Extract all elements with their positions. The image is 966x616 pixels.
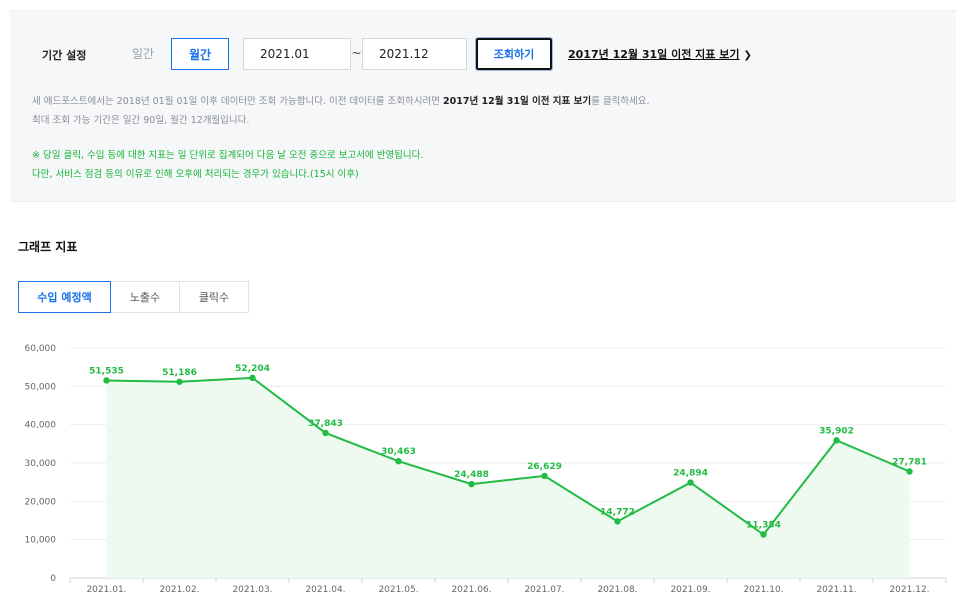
data-point[interactable] <box>906 468 913 475</box>
search-button[interactable]: 조회하기 <box>475 37 553 71</box>
start-date-input[interactable] <box>243 38 351 70</box>
end-date-input[interactable] <box>362 38 467 70</box>
data-label: 26,629 <box>527 462 562 472</box>
period-row: 기간 설정 일간 월간 ~ 조회하기 2017년 12월 31일 이전 지표 보… <box>10 37 956 72</box>
x-tick-label: 2021.11. <box>816 585 856 595</box>
x-tick-label: 2021.02. <box>159 585 199 595</box>
series-area <box>106 377 910 578</box>
filter-panel: 기간 설정 일간 월간 ~ 조회하기 2017년 12월 31일 이전 지표 보… <box>10 10 956 202</box>
tab-expected-revenue[interactable]: 수입 예정액 <box>18 281 111 313</box>
data-label: 37,843 <box>308 419 343 429</box>
data-point[interactable] <box>541 472 548 480</box>
daily-toggle[interactable]: 일간 <box>131 47 155 61</box>
data-label: 27,781 <box>892 458 927 468</box>
x-tick-label: 2021.12. <box>889 585 929 595</box>
data-label: 51,535 <box>89 366 124 376</box>
y-tick-label: 10,000 <box>25 536 57 546</box>
data-label: 11,354 <box>746 520 781 530</box>
data-point[interactable] <box>833 437 840 444</box>
monthly-toggle[interactable]: 월간 <box>171 38 229 70</box>
data-label: 30,463 <box>381 447 416 457</box>
legacy-report-link-label: 2017년 12월 31일 이전 지표 보기 <box>568 48 740 61</box>
x-tick-label: 2021.10. <box>743 585 783 595</box>
series-line <box>106 376 910 536</box>
data-label: 24,894 <box>673 469 708 479</box>
y-tick-label: 20,000 <box>25 497 57 507</box>
period-label: 기간 설정 <box>42 49 87 62</box>
data-point[interactable] <box>103 377 110 384</box>
y-tick-label: 60,000 <box>25 344 57 354</box>
data-point[interactable] <box>395 458 402 465</box>
data-point[interactable] <box>176 378 183 385</box>
tab-clicks[interactable]: 클릭수 <box>179 281 249 313</box>
data-point[interactable] <box>468 480 475 488</box>
revenue-chart: 0 10,000 20,000 30,000 40,000 50,000 60,000 51… <box>25 344 947 595</box>
data-label: 14,772 <box>600 507 635 517</box>
chevron-right-icon: ❯ <box>743 50 752 61</box>
data-label: 51,186 <box>162 368 197 378</box>
x-tick-label: 2021.06. <box>451 585 491 595</box>
range-separator: ~ <box>351 46 362 60</box>
x-tick-label: 2021.04. <box>305 585 345 595</box>
x-tick-label: 2021.08. <box>597 585 637 595</box>
data-point[interactable] <box>322 429 329 437</box>
x-tick-label: 2021.09. <box>670 585 710 595</box>
y-tick-label: 30,000 <box>25 459 57 469</box>
graph-section-title: 그래프 지표 <box>18 240 78 254</box>
x-tick-label: 2021.07. <box>524 585 564 595</box>
note-data-range: 새 애드포스트에서는 2018년 01월 01일 이후 데이터만 조회 가능합니… <box>32 96 650 107</box>
data-point[interactable] <box>687 479 694 486</box>
data-point[interactable] <box>614 518 621 525</box>
y-tick-label: 40,000 <box>25 421 57 431</box>
data-label: 35,902 <box>819 426 854 436</box>
x-tick-label: 2021.01. <box>86 585 126 595</box>
note-max-period: 최대 조회 가능 기간은 일간 90일, 월간 12개월입니다. <box>32 115 250 126</box>
data-point[interactable] <box>760 531 767 538</box>
legacy-report-link[interactable]: 2017년 12월 31일 이전 지표 보기 ❯ <box>568 46 752 62</box>
x-tick-label: 2021.05. <box>378 585 418 595</box>
y-tick-label: 50,000 <box>25 382 57 392</box>
x-tick-label: 2021.03. <box>232 585 272 595</box>
y-tick-label: 0 <box>50 574 56 584</box>
note-maintenance: 다만, 서비스 점검 등의 이유로 인해 오후에 처리되는 경우가 있습니다.(… <box>32 169 359 180</box>
data-point[interactable] <box>249 374 256 382</box>
data-label: 24,488 <box>454 470 489 480</box>
data-label: 52,204 <box>235 364 270 374</box>
note-aggregation: ※ 당일 클릭, 수입 등에 대한 지표는 일 단위로 집계되어 다음 날 오전… <box>32 150 424 161</box>
tab-impressions[interactable]: 노출수 <box>110 281 180 313</box>
